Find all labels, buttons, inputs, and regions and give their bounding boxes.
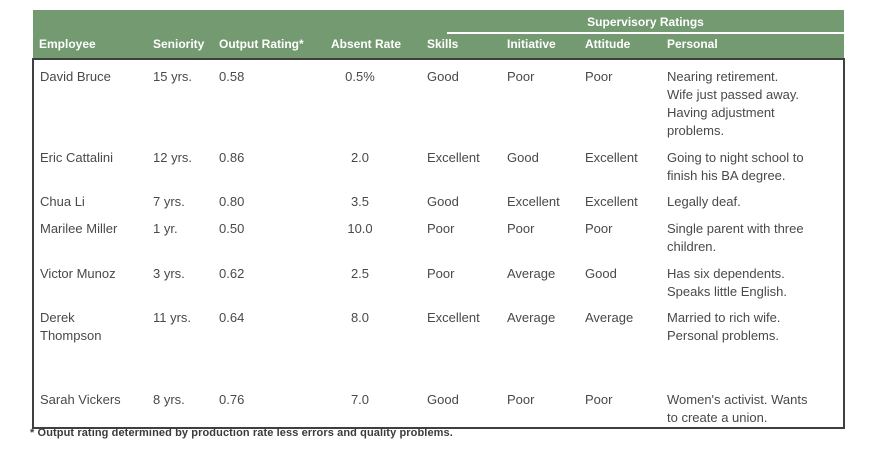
output-rating-cell: 0.62 <box>213 257 325 301</box>
initiative-cell: Poor <box>501 59 579 141</box>
attitude-cell: Poor <box>579 212 661 257</box>
table-row: Eric Cattalini 12 yrs. 0.86 2.0 Excellent Goo… <box>33 141 845 185</box>
column-header-skills: Skills <box>421 34 501 59</box>
personal-cell: Women's activist. Wants to create a union… <box>661 383 845 428</box>
absent-rate-cell: 0.5% <box>325 59 421 141</box>
seniority-cell: 15 yrs. <box>147 59 213 141</box>
output-rating-footnote: * Output rating determined by production… <box>30 427 453 439</box>
initiative-cell: Average <box>501 301 579 383</box>
absent-rate-cell: 7.0 <box>325 383 421 428</box>
employee-ratings-table-wrap: Supervisory Ratings Employee Seniority O… <box>32 10 845 429</box>
attitude-cell: Poor <box>579 383 661 428</box>
initiative-cell: Good <box>501 141 579 185</box>
skills-cell: Good <box>421 59 501 141</box>
output-rating-cell: 0.80 <box>213 185 325 212</box>
initiative-cell: Excellent <box>501 185 579 212</box>
initiative-cell: Poor <box>501 212 579 257</box>
employee-cell: David Bruce <box>33 59 147 141</box>
seniority-cell: 1 yr. <box>147 212 213 257</box>
seniority-cell: 11 yrs. <box>147 301 213 383</box>
personal-cell: Legally deaf. <box>661 185 845 212</box>
spanner-row: Supervisory Ratings <box>33 10 845 34</box>
employee-cell: Victor Munoz <box>33 257 147 301</box>
employee-cell: Marilee Miller <box>33 212 147 257</box>
table-row: Victor Munoz 3 yrs. 0.62 2.5 Poor Average Good… <box>33 257 845 301</box>
column-header-initiative: Initiative <box>501 34 579 59</box>
table-row: David Bruce 15 yrs. 0.58 0.5% Good Poor Poor Ne… <box>33 59 845 141</box>
seniority-cell: 3 yrs. <box>147 257 213 301</box>
column-header-attitude: Attitude <box>579 34 661 59</box>
personal-cell: Going to night school to finish his BA de… <box>661 141 845 185</box>
seniority-cell: 7 yrs. <box>147 185 213 212</box>
skills-cell: Poor <box>421 212 501 257</box>
column-header-output-rating: Output Rating* <box>213 34 325 59</box>
output-rating-cell: 0.50 <box>213 212 325 257</box>
column-header-row: Employee Seniority Output Rating* Absent… <box>33 34 845 59</box>
skills-cell: Excellent <box>421 141 501 185</box>
column-header-absent-rate: Absent Rate <box>325 34 421 59</box>
table-row: Sarah Vickers 8 yrs. 0.76 7.0 Good Poor Poor Wo… <box>33 383 845 428</box>
table-row: Marilee Miller 1 yr. 0.50 10.0 Poor Poor Poor S… <box>33 212 845 257</box>
skills-cell: Good <box>421 185 501 212</box>
column-header-personal: Personal <box>661 34 845 59</box>
employee-cell: Eric Cattalini <box>33 141 147 185</box>
attitude-cell: Excellent <box>579 185 661 212</box>
output-rating-cell: 0.86 <box>213 141 325 185</box>
column-header-employee: Employee <box>33 34 147 59</box>
absent-rate-cell: 8.0 <box>325 301 421 383</box>
employee-ratings-table: Supervisory Ratings Employee Seniority O… <box>32 10 845 429</box>
employee-cell: Derek Thompson <box>33 301 147 383</box>
output-rating-cell: 0.58 <box>213 59 325 141</box>
table-body: David Bruce 15 yrs. 0.58 0.5% Good Poor Poor Ne… <box>33 59 845 428</box>
initiative-cell: Poor <box>501 383 579 428</box>
table-header: Supervisory Ratings Employee Seniority O… <box>33 10 845 59</box>
absent-rate-cell: 10.0 <box>325 212 421 257</box>
seniority-cell: 12 yrs. <box>147 141 213 185</box>
skills-cell: Poor <box>421 257 501 301</box>
output-rating-cell: 0.76 <box>213 383 325 428</box>
absent-rate-cell: 2.5 <box>325 257 421 301</box>
attitude-cell: Good <box>579 257 661 301</box>
table-row: Derek Thompson 11 yrs. 0.64 8.0 Excellent Aver… <box>33 301 845 383</box>
supervisory-ratings-label: Supervisory Ratings <box>447 10 845 34</box>
spanner-spacer <box>33 10 421 34</box>
absent-rate-cell: 3.5 <box>325 185 421 212</box>
attitude-cell: Excellent <box>579 141 661 185</box>
output-rating-cell: 0.64 <box>213 301 325 383</box>
skills-cell: Excellent <box>421 301 501 383</box>
initiative-cell: Average <box>501 257 579 301</box>
attitude-cell: Poor <box>579 59 661 141</box>
column-header-seniority: Seniority <box>147 34 213 59</box>
personal-cell: Has six dependents. Speaks little English… <box>661 257 845 301</box>
table-row: Chua Li 7 yrs. 0.80 3.5 Good Excellent Excelle… <box>33 185 845 212</box>
skills-cell: Good <box>421 383 501 428</box>
employee-cell: Chua Li <box>33 185 147 212</box>
employee-cell: Sarah Vickers <box>33 383 147 428</box>
seniority-cell: 8 yrs. <box>147 383 213 428</box>
personal-cell: Married to rich wife. Personal problems. <box>661 301 845 383</box>
personal-cell: Nearing retirement. Wife just passed away… <box>661 59 845 141</box>
absent-rate-cell: 2.0 <box>325 141 421 185</box>
attitude-cell: Average <box>579 301 661 383</box>
personal-cell: Single parent with three children. <box>661 212 845 257</box>
spanner-cell: Supervisory Ratings <box>421 10 845 34</box>
